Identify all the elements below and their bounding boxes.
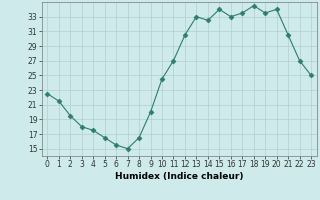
X-axis label: Humidex (Indice chaleur): Humidex (Indice chaleur) — [115, 172, 244, 181]
